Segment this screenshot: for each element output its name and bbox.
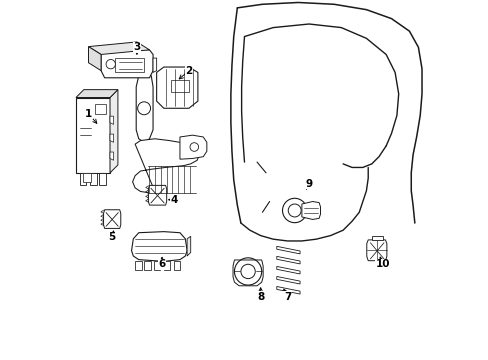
Circle shape [137,102,150,115]
Polygon shape [276,266,300,274]
Text: 7: 7 [283,292,291,302]
Polygon shape [180,135,206,159]
Polygon shape [187,236,190,256]
Polygon shape [153,58,156,72]
Text: 2: 2 [185,66,192,76]
Polygon shape [148,185,166,205]
Polygon shape [115,58,144,72]
Polygon shape [131,231,187,261]
Polygon shape [88,42,149,54]
Polygon shape [144,261,150,270]
Circle shape [106,59,115,69]
Circle shape [241,264,255,279]
Polygon shape [163,261,170,270]
Polygon shape [101,50,153,78]
Text: 9: 9 [305,179,312,189]
Polygon shape [276,246,300,254]
Polygon shape [136,72,153,142]
Polygon shape [371,236,382,240]
Polygon shape [174,261,180,270]
Circle shape [190,143,198,151]
Text: 8: 8 [257,292,264,302]
Polygon shape [171,80,188,92]
Polygon shape [110,116,113,125]
Polygon shape [135,261,142,270]
Polygon shape [110,90,118,173]
Polygon shape [301,202,320,220]
Text: 4: 4 [170,195,178,205]
Polygon shape [80,173,86,185]
Circle shape [282,198,306,223]
Circle shape [234,258,261,285]
Text: 3: 3 [133,42,140,52]
Polygon shape [110,134,113,142]
Polygon shape [76,90,118,98]
Text: 5: 5 [108,232,115,242]
Polygon shape [132,139,199,193]
Polygon shape [366,240,386,261]
Polygon shape [153,261,160,270]
Polygon shape [110,152,113,160]
Circle shape [287,204,301,217]
Polygon shape [76,98,110,173]
Text: 1: 1 [85,109,92,119]
Polygon shape [82,173,91,182]
Polygon shape [156,67,198,108]
Polygon shape [99,173,105,185]
Polygon shape [95,104,106,114]
Text: 6: 6 [158,259,165,269]
Polygon shape [88,46,101,71]
Text: 10: 10 [375,259,389,269]
Polygon shape [276,287,300,294]
Polygon shape [90,173,97,185]
Polygon shape [276,256,300,264]
Polygon shape [276,276,300,284]
Polygon shape [103,210,121,228]
